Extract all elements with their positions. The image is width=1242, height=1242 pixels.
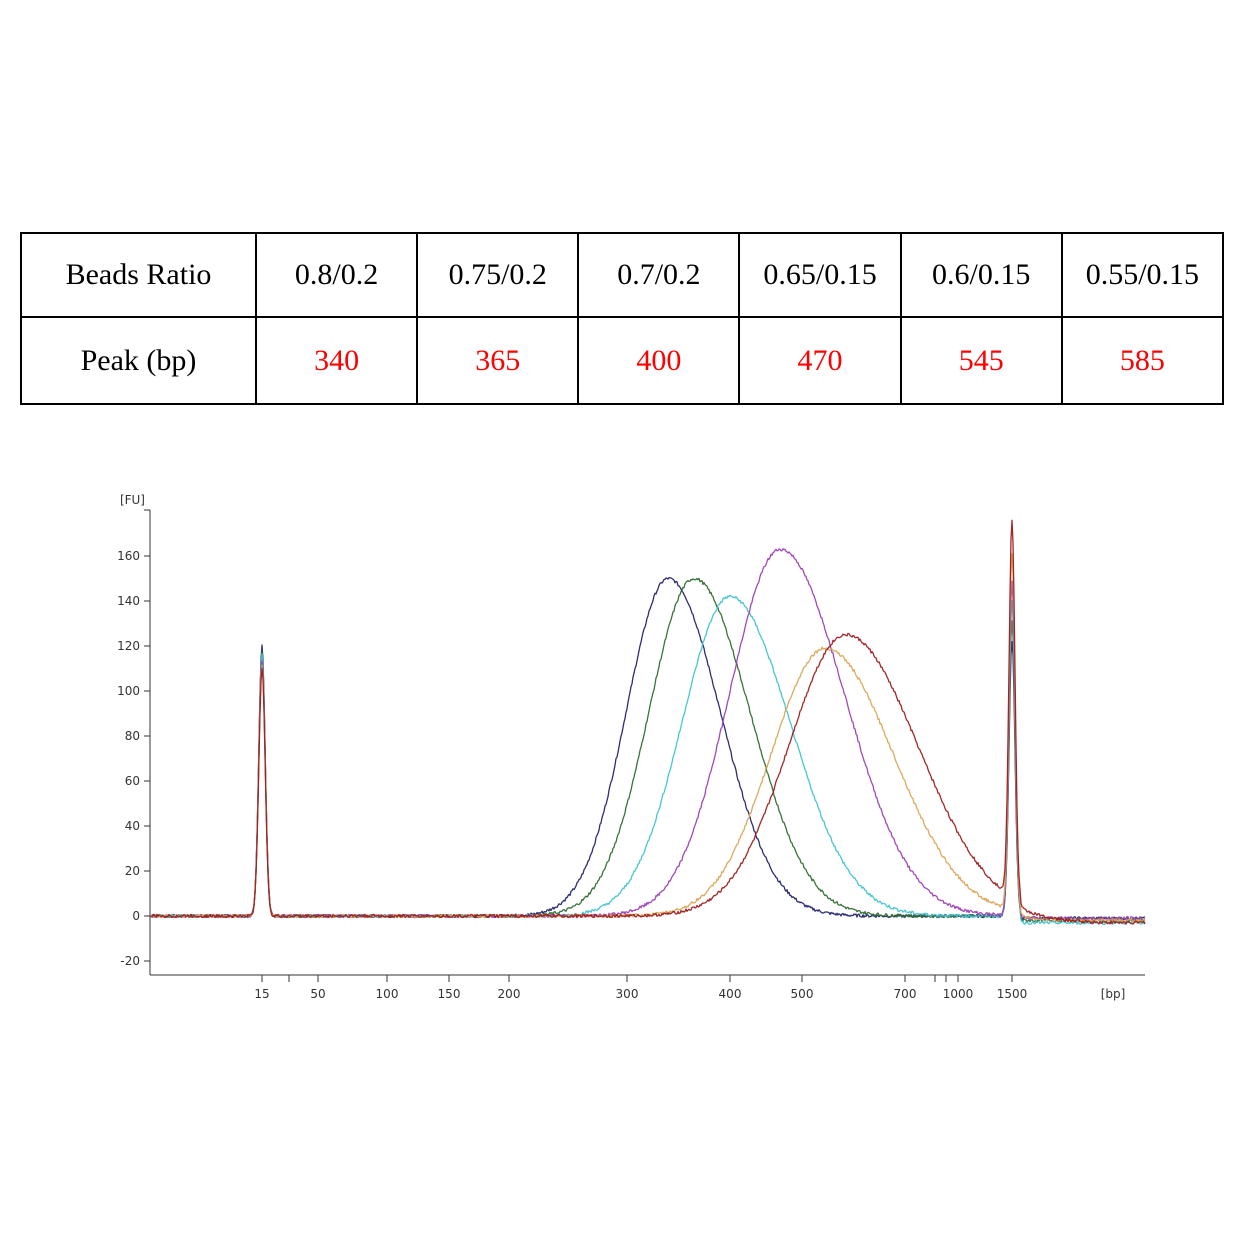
x-tick-label: 400: [719, 987, 742, 1001]
x-tick-label: 1000: [943, 987, 974, 1001]
x-tick-label: 500: [791, 987, 814, 1001]
y-tick-label: 20: [125, 864, 140, 878]
peak-cell: 340: [254, 316, 419, 405]
x-tick-label: 100: [376, 987, 399, 1001]
chart-axes: -20 0 20 40 60 80 100 120 140 160 [FU] 15 50 100 150 20…: [117, 493, 1145, 1001]
x-tick-label: 300: [616, 987, 639, 1001]
x-tick-label: 15: [254, 987, 269, 1001]
x-tick-label: 1500: [997, 987, 1028, 1001]
table-row-peak: Peak (bp) 340 365 400 470 545 585: [20, 316, 1225, 405]
series-line-3: [150, 594, 1146, 925]
y-tick-label: 120: [117, 639, 140, 653]
x-axis-label: [bp]: [1101, 987, 1126, 1001]
series-line-6: [150, 519, 1146, 925]
peak-cell: 585: [1060, 316, 1225, 405]
electropherogram-chart: -20 0 20 40 60 80 100 120 140 160 [FU] 15 50 100 150 20…: [117, 493, 1146, 1001]
peak-cell: 545: [899, 316, 1063, 405]
y-tick-label: 0: [132, 909, 140, 923]
ratio-cell: 0.8/0.2: [254, 232, 419, 318]
ratio-cell: 0.55/0.15: [1060, 232, 1225, 318]
peak-cell: 470: [738, 316, 902, 405]
y-tick-label: 40: [125, 819, 140, 833]
y-tick-label: 100: [117, 684, 140, 698]
series-line-2: [150, 577, 1146, 923]
y-tick-label: 140: [117, 594, 140, 608]
y-tick-label: 160: [117, 549, 140, 563]
ratio-cell: 0.65/0.15: [738, 232, 902, 318]
x-tick-label: 200: [498, 987, 521, 1001]
ratio-cell: 0.7/0.2: [577, 232, 741, 318]
table-row-ratio: Beads Ratio 0.8/0.2 0.75/0.2 0.7/0.2 0.6…: [20, 232, 1225, 318]
y-tick-label: 80: [125, 729, 140, 743]
series-line-1: [150, 576, 1146, 921]
peak-cell: 400: [577, 316, 741, 405]
y-tick-label: 60: [125, 774, 140, 788]
chart-series: [150, 519, 1146, 925]
peak-cell: 365: [416, 316, 580, 405]
series-line-4: [150, 548, 1146, 921]
ratio-cell: 0.75/0.2: [416, 232, 580, 318]
y-axis-label: [FU]: [120, 493, 145, 507]
beads-ratio-table: Beads Ratio 0.8/0.2 0.75/0.2 0.7/0.2 0.6…: [20, 232, 1225, 405]
header-cell-peak: Peak (bp): [20, 316, 257, 405]
x-tick-label: 150: [438, 987, 461, 1001]
series-line-5: [150, 553, 1146, 923]
x-tick-label: 50: [310, 987, 325, 1001]
ratio-cell: 0.6/0.15: [899, 232, 1063, 318]
y-tick-label: -20: [120, 954, 140, 968]
x-tick-label: 700: [894, 987, 917, 1001]
header-cell-beads-ratio: Beads Ratio: [20, 232, 257, 318]
